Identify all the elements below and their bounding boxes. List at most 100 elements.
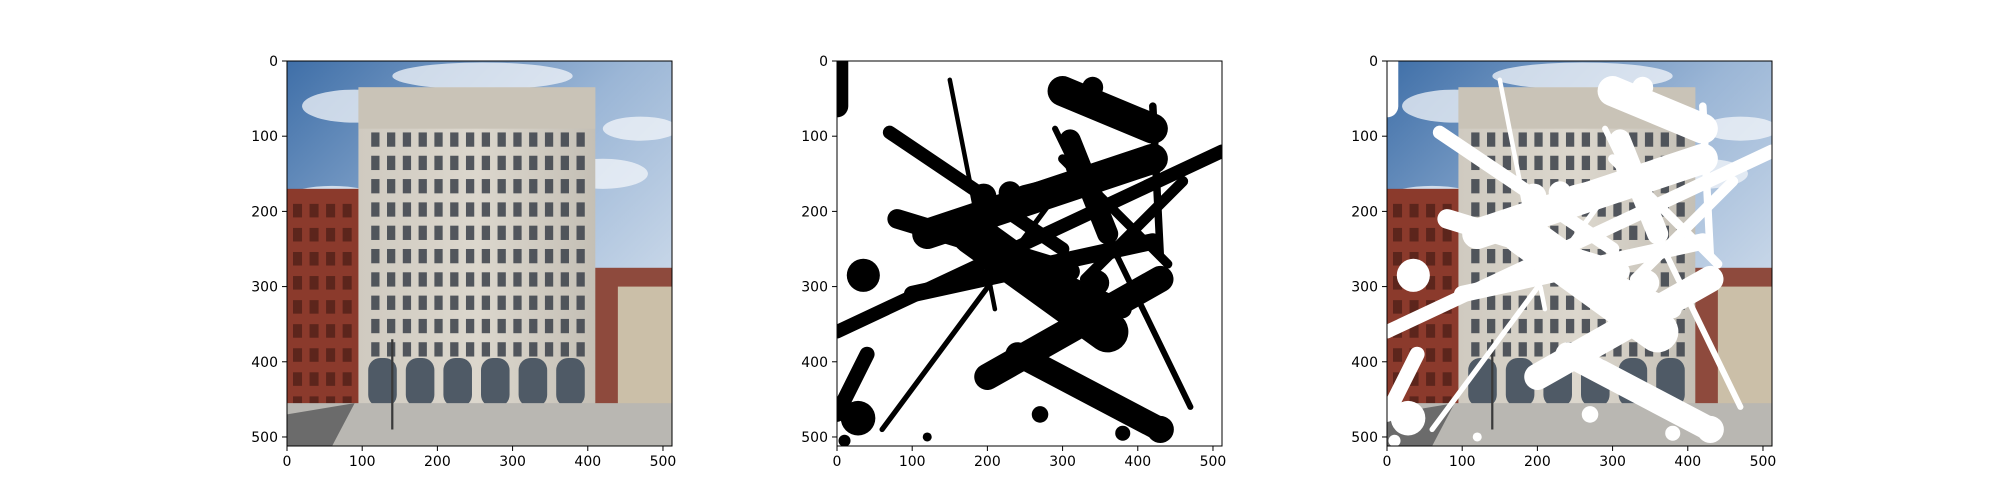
- brush-dot: [838, 434, 851, 446]
- photo-image: [287, 61, 672, 446]
- brush-dot: [1390, 400, 1426, 436]
- facade-window: [560, 248, 569, 264]
- brick-window: [309, 203, 319, 218]
- facade-window: [434, 318, 443, 334]
- facade-window: [497, 155, 506, 171]
- brush-dot: [922, 432, 932, 442]
- facade-window: [497, 248, 506, 264]
- brush-dot: [1548, 181, 1572, 204]
- facade-window: [497, 272, 506, 287]
- facade-window: [1550, 132, 1559, 147]
- facade-window: [1660, 132, 1669, 147]
- brush-dot: [970, 183, 997, 210]
- facade-window: [576, 225, 585, 240]
- facade-window: [1471, 342, 1480, 357]
- brush-dot: [998, 181, 1022, 204]
- cornice: [358, 87, 596, 129]
- brick-window: [293, 227, 303, 242]
- facade-window: [465, 248, 475, 264]
- y-tick-label: 500: [1351, 430, 1378, 446]
- brick-window: [309, 348, 319, 362]
- facade-window: [1565, 225, 1575, 240]
- facade-window: [371, 155, 380, 171]
- facade-window: [560, 272, 569, 287]
- brush-stroke: [1597, 76, 1718, 144]
- y-tick-label: 500: [251, 430, 278, 446]
- panel-mask: 0 100 200 300 400 500 0 100 200 300 400 500: [801, 54, 1226, 470]
- facade-window: [402, 248, 412, 264]
- brick-window: [1393, 203, 1403, 218]
- facade-window: [402, 318, 412, 334]
- facade-window: [1487, 295, 1496, 310]
- y-tick-label: 100: [801, 129, 828, 145]
- brick-window: [326, 276, 336, 290]
- brush-stroke: [1079, 176, 1189, 285]
- y-tick-label: 100: [1351, 129, 1378, 145]
- facade-window: [1676, 342, 1685, 357]
- facade-window: [1676, 179, 1685, 194]
- facade-window: [1676, 318, 1685, 334]
- facade-window: [1676, 202, 1685, 217]
- x-tick-label: 300: [1049, 454, 1076, 470]
- facade-window: [497, 202, 506, 217]
- facade-window: [1518, 318, 1527, 334]
- brush-dot: [1031, 406, 1049, 423]
- facade-window: [1487, 132, 1496, 147]
- storefront-arch: [481, 358, 510, 407]
- facade-window: [513, 155, 522, 171]
- overlay-strokes: [1387, 61, 1772, 446]
- axes-frame: [1386, 60, 1773, 447]
- photo-scene-1: [287, 61, 672, 446]
- facade-window: [544, 225, 554, 240]
- facade-window: [1534, 155, 1543, 171]
- facade-window: [560, 342, 569, 357]
- facade-window: [1502, 295, 1512, 310]
- brick-window: [326, 348, 336, 362]
- facade-window: [1502, 179, 1512, 194]
- facade-window: [560, 202, 569, 217]
- facade-window: [1534, 318, 1543, 334]
- facade-window: [450, 342, 459, 357]
- facade-window: [1550, 342, 1559, 357]
- facade-window: [450, 225, 459, 240]
- facade-window: [529, 155, 538, 171]
- facade-window: [387, 318, 396, 334]
- facade-window: [1660, 272, 1669, 287]
- facade-window: [387, 272, 396, 287]
- brick-window: [1442, 251, 1452, 266]
- brick-window: [1426, 276, 1436, 290]
- y-tick-label: 200: [1351, 204, 1378, 220]
- facade-window: [1487, 202, 1496, 217]
- brick-window: [1442, 372, 1452, 386]
- y-tick-label: 0: [819, 54, 828, 70]
- facade-window: [402, 202, 412, 217]
- brush-dot: [1472, 432, 1482, 442]
- facade-window: [1487, 318, 1496, 334]
- x-tick-label: 300: [1599, 454, 1626, 470]
- brush-dot: [1065, 154, 1090, 179]
- facade-window: [481, 155, 491, 171]
- brick-window: [309, 276, 319, 290]
- street: [287, 403, 355, 446]
- facade-window: [434, 132, 443, 147]
- facade-window: [1471, 272, 1480, 287]
- facade-window: [1629, 342, 1638, 357]
- brush-dot: [1632, 76, 1654, 98]
- facade-window: [402, 272, 412, 287]
- panel-original-photo: 0 100 200 300 400 500 0 100 200 300 400 500: [251, 54, 676, 470]
- x-tick-label: 400: [574, 454, 601, 470]
- facade-window: [418, 295, 427, 310]
- brick-window: [1426, 324, 1436, 338]
- facade-window: [418, 132, 427, 147]
- facade-window: [465, 272, 475, 287]
- brick-window: [326, 203, 336, 218]
- brick-window: [309, 227, 319, 242]
- x-tick-label: 0: [283, 454, 292, 470]
- facade-window: [418, 155, 427, 171]
- y-tick-label: 200: [801, 204, 828, 220]
- facade-window: [1534, 342, 1543, 357]
- facade-window: [576, 248, 585, 264]
- y-tick-label: 100: [251, 129, 278, 145]
- brush-dot: [1633, 270, 1660, 296]
- x-tick-label: 200: [424, 454, 451, 470]
